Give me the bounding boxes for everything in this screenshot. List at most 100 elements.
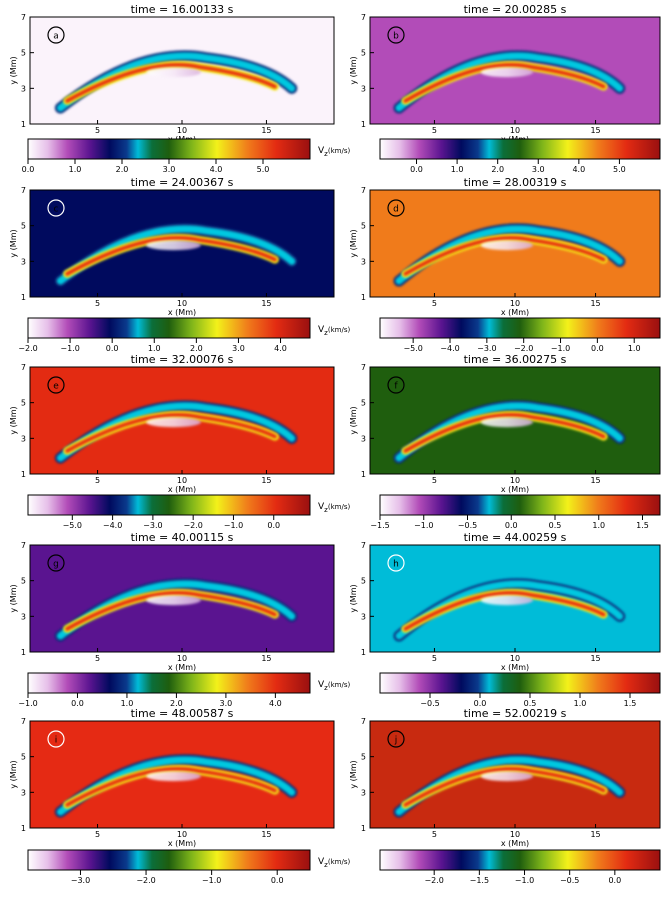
colorbar-tick-label: 1.0: [148, 344, 161, 353]
x-axis-label: x (Mm): [501, 485, 529, 494]
y-axis-label: y (Mm): [9, 406, 18, 434]
colorbar-tick-label: −1.0: [202, 876, 221, 885]
panel-label-text: a: [53, 32, 59, 42]
panel-label-text: g: [53, 560, 59, 570]
panel-label-text: h: [393, 560, 399, 570]
panel-title: time = 20.00285 s: [464, 3, 567, 16]
colorbar-tick-label: −1.5: [370, 521, 389, 530]
loop-structure: [393, 754, 626, 818]
panel-c: c time = 24.00367 s 5 10 15 1 3 5 7 x (Mm) y (Mm): [9, 176, 335, 317]
colorbar-tick-label: 1.5: [636, 521, 649, 530]
x-axis-label: x (Mm): [168, 839, 196, 848]
panel-g: g time = 40.00115 s 5 10 15 1 3 5 7 x (Mm) y (Mm): [9, 531, 335, 672]
colorbar-tick-label: 4.0: [210, 165, 223, 174]
panel-label-circle: [47, 554, 65, 572]
colorbar-label-text: Vz(km/s): [318, 502, 350, 514]
x-tick-label: 15: [590, 830, 600, 839]
colorbar-tick-label: 4.0: [274, 344, 287, 353]
y-tick-label: 7: [361, 186, 366, 195]
colorbar-label-units: (km/s): [328, 147, 351, 155]
y-axis-label: y (Mm): [9, 760, 18, 788]
y-axis-label: y (Mm): [9, 229, 18, 257]
loop-white-core: [480, 240, 534, 251]
panel-title: time = 24.00367 s: [131, 176, 234, 189]
panel-label-circle: [47, 199, 65, 217]
y-tick-label: 1: [361, 293, 366, 302]
colorbar-label: Vz(km/s): [318, 857, 350, 869]
panel-label-circle: [47, 376, 65, 394]
panel-label-text: i: [55, 736, 58, 746]
x-tick-label: 10: [177, 299, 187, 308]
x-tick-label: 5: [95, 299, 100, 308]
colorbar-tick-label: 0.0: [71, 699, 84, 708]
colorbar-tick-label: 2.0: [116, 165, 129, 174]
x-tick-label: 5: [432, 476, 437, 485]
panel-title: time = 44.00259 s: [464, 531, 567, 544]
loop-red-core: [403, 590, 606, 631]
colorbar-label-text: Vz(km/s): [318, 857, 350, 869]
loop-red-core: [65, 62, 277, 103]
colorbar-tick-label: −1.0: [18, 699, 37, 708]
colorbar-tick-label: 0.0: [505, 521, 518, 530]
colorbar-label-prefix: V: [318, 680, 325, 690]
panel-label-circle: [387, 554, 405, 572]
colorbar-tick-label: 3.0: [232, 344, 245, 353]
panel-label-circle: [47, 730, 65, 748]
colorbar-tick-label: −3.0: [143, 521, 162, 530]
colorbar-label-sub: z: [324, 506, 328, 514]
loop-red-core: [403, 412, 606, 453]
y-tick-label: 7: [21, 717, 26, 726]
panel-label-text: f: [394, 382, 398, 392]
panel-title: time = 16.00133 s: [131, 3, 234, 16]
colorbar-label-sub: z: [324, 329, 328, 337]
colorbar-gradient: [379, 138, 661, 160]
colorbar-gradient: [27, 849, 311, 871]
panel-label: b: [387, 26, 405, 44]
loop-white-core: [480, 67, 534, 78]
colorbar-tick-label: 2.0: [190, 344, 203, 353]
panel-d: d time = 28.00319 s 5 10 15 1 3 5 7 x (Mm) y (Mm): [349, 176, 661, 317]
y-tick-label: 5: [21, 399, 26, 408]
colorbar-label-prefix: V: [318, 325, 325, 335]
panel-label: d: [387, 199, 405, 217]
colorbar-gradient: [27, 672, 311, 694]
panel-label-text: c: [54, 205, 59, 215]
y-axis-label: y (Mm): [349, 760, 358, 788]
colorbar-gradient: [379, 494, 661, 516]
colorbar-gradient: [379, 849, 661, 871]
y-tick-label: 3: [361, 612, 366, 621]
colorbar-e: −5.0 −4.0 −3.0 −2.0 −1.0 0.0: [27, 494, 311, 530]
colorbar-tick-label: −2.0: [514, 344, 533, 353]
colorbar-tick-label: −1.0: [224, 521, 243, 530]
loop-structure: [54, 400, 298, 464]
y-tick-label: 5: [361, 49, 366, 58]
loop-structure: [393, 223, 626, 287]
colorbar-g: −1.0 0.0 1.0 2.0 3.0 4.0: [18, 672, 311, 708]
colorbar-gradient: [379, 672, 661, 694]
panel-label-circle: [387, 26, 405, 44]
y-tick-label: 3: [21, 84, 26, 93]
colorbar-label-text: Vz(km/s): [318, 146, 350, 158]
colorbar-tick-label: 1.0: [592, 521, 605, 530]
x-tick-label: 10: [510, 476, 520, 485]
x-axis-label: x (Mm): [168, 308, 196, 317]
y-axis-label: y (Mm): [349, 584, 358, 612]
colorbar-label-prefix: V: [318, 857, 325, 867]
panel-title: time = 36.00275 s: [464, 353, 567, 366]
x-tick-label: 15: [590, 126, 600, 135]
x-tick-label: 15: [261, 126, 271, 135]
panel-title: time = 52.00219 s: [464, 707, 567, 720]
x-tick-label: 5: [95, 654, 100, 663]
x-tick-label: 15: [261, 830, 271, 839]
panel-label: e: [47, 376, 65, 394]
panel-label-circle: [387, 199, 405, 217]
colorbar-tick-label: −2.0: [136, 876, 155, 885]
colorbar-tick-label: −3.0: [71, 876, 90, 885]
y-tick-label: 5: [361, 399, 366, 408]
loop-structure: [393, 50, 626, 114]
y-tick-label: 7: [21, 13, 26, 22]
colorbar-label-prefix: V: [318, 146, 325, 156]
y-axis-label: y (Mm): [9, 56, 18, 84]
y-tick-label: 5: [361, 753, 366, 762]
